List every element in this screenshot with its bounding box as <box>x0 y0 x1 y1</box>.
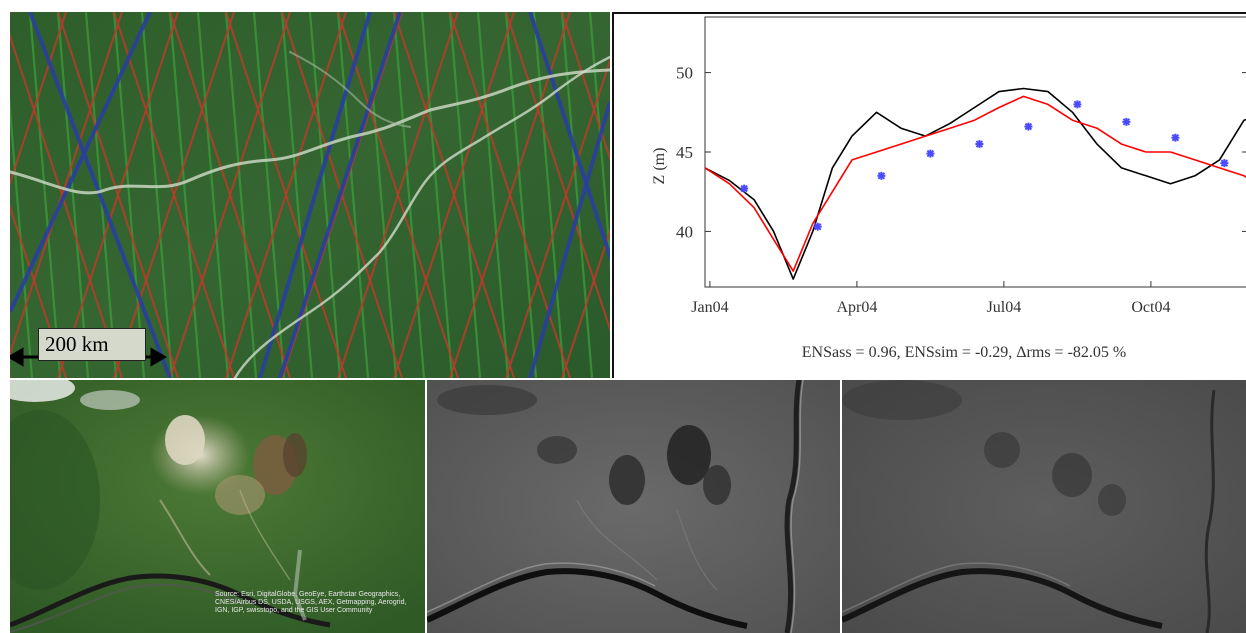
observation-marker <box>1122 117 1131 126</box>
red-track-descending <box>393 12 515 378</box>
blue-tracks <box>10 12 610 378</box>
sar-image-2-canvas <box>842 380 1246 633</box>
series-layer <box>705 87 1246 280</box>
green-track <box>448 12 482 378</box>
map-attribution: Source: Esri, DigitalGlobe, GeoEye, Eart… <box>215 591 407 614</box>
green-track <box>476 12 510 378</box>
red-tracks <box>10 12 610 378</box>
altimetry-track-map: 200 km <box>10 12 610 378</box>
green-track <box>504 12 538 378</box>
red-track-descending <box>505 57 610 378</box>
x-tick-label: Apr04 <box>836 299 877 316</box>
red-track-descending <box>10 12 67 187</box>
green-track <box>56 12 90 378</box>
observation-marker <box>926 149 935 158</box>
red-track-descending <box>337 12 459 378</box>
green-track <box>588 12 610 270</box>
y-tick-label: 45 <box>676 143 693 162</box>
red-track-ascending <box>10 203 67 378</box>
green-track <box>420 12 454 378</box>
x-axis-ticks: Jan04Apr04Jul04Oct04Jan05Apr05Jul05Oct05 <box>691 281 1170 316</box>
green-track <box>392 12 426 378</box>
green-track <box>224 12 258 378</box>
observation-marker <box>740 184 749 193</box>
x-tick-label: Oct04 <box>1131 299 1170 316</box>
observation-marker <box>1024 122 1033 131</box>
series-group <box>705 87 1246 280</box>
blue-track <box>258 12 372 378</box>
observation-marker <box>877 171 886 180</box>
green-track <box>532 12 566 378</box>
sar-image-1-canvas <box>427 380 840 633</box>
red-track-descending <box>561 228 610 378</box>
y-axis-label: Z (m) <box>651 148 668 185</box>
red-track-descending <box>169 12 291 378</box>
observation-marker <box>1171 133 1180 142</box>
sar-image-1 <box>427 380 840 633</box>
track-map-canvas <box>10 12 610 378</box>
observation-marker <box>1220 159 1229 168</box>
observation-marker <box>813 222 822 231</box>
river-lines <box>10 51 610 378</box>
green-track <box>140 12 174 378</box>
blue-track <box>528 101 610 378</box>
green-track <box>112 12 146 378</box>
green-track <box>308 12 342 378</box>
green-track <box>364 12 398 378</box>
blue-track <box>528 12 610 263</box>
y-tick-label: 40 <box>676 222 693 241</box>
black-series-line <box>705 87 1246 280</box>
green-track <box>280 12 314 378</box>
x-tick-label: Jan04 <box>691 299 728 316</box>
y-axis-ticks: 40 45 50 <box>676 64 1246 241</box>
blue-track <box>28 12 172 378</box>
green-track <box>28 12 62 378</box>
y-tick-label: 50 <box>676 64 693 83</box>
optical-image-canvas <box>10 380 425 633</box>
blue-track <box>10 12 152 313</box>
red-track-descending <box>113 12 235 378</box>
green-track <box>196 12 230 378</box>
red-series-line <box>705 95 1246 272</box>
observation-marker <box>1073 100 1082 109</box>
red-track-descending <box>57 12 179 378</box>
green-track <box>168 12 202 378</box>
red-track-descending <box>10 12 123 357</box>
chart-caption: ENSass = 0.96, ENSsim = -0.29, Δrms = -8… <box>802 344 1126 361</box>
sar-image-2 <box>842 380 1246 633</box>
green-track <box>10 96 34 378</box>
observation-marker <box>975 140 984 149</box>
green-track <box>336 12 370 378</box>
blue-track <box>278 12 402 378</box>
scale-bar-label: 200 km <box>38 328 146 361</box>
x-tick-label: Jul04 <box>987 299 1022 316</box>
optical-satellite-image: Source: Esri, DigitalGlobe, GeoEye, Eart… <box>10 380 425 633</box>
